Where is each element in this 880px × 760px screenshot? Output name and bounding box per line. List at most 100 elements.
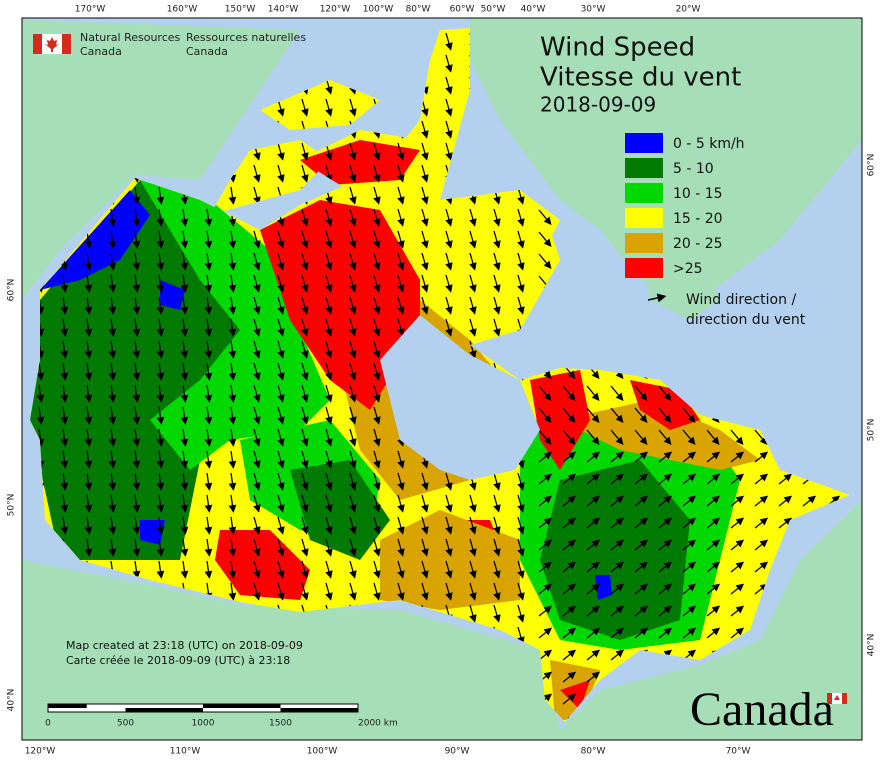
wind-arrow: [277, 230, 285, 249]
wind-arrow: [277, 406, 285, 425]
wind-arrow: [84, 450, 93, 469]
wind-arrow: [253, 164, 261, 183]
wind-arrow: [373, 582, 381, 601]
wind-arrow: [634, 561, 649, 573]
wind-arrow: [634, 385, 648, 401]
wind-arrow: [301, 450, 309, 469]
wind-arrow: [156, 494, 165, 513]
wind-arrow: [60, 428, 69, 447]
wind-arrow: [562, 627, 577, 639]
wind-arrow: [108, 516, 117, 535]
wind-arrow: [277, 582, 285, 601]
wind-arrow: [277, 560, 285, 579]
wind-arrow: [421, 164, 429, 183]
wind-arrow: [180, 406, 189, 425]
wind-arrow: [373, 406, 381, 425]
wind-arrow: [277, 340, 285, 359]
legend-label: 20 - 25: [673, 236, 723, 252]
wind-arrow: [228, 406, 237, 425]
wind-arrow: [349, 428, 357, 447]
wind-arrow: [301, 362, 309, 381]
wind-arrow: [517, 604, 525, 623]
wind-arrow: [204, 384, 213, 403]
wind-arrow: [469, 208, 477, 227]
wind-arrow: [301, 230, 309, 249]
wind-arrow: [108, 230, 117, 249]
wind-arrow: [132, 208, 141, 227]
wind-arrow: [634, 583, 649, 595]
wind-arrow: [373, 340, 381, 359]
wind-arrow: [84, 340, 93, 359]
wind-arrow: [84, 538, 93, 557]
wind-arrow: [658, 539, 673, 551]
wind-arrow: [132, 362, 141, 381]
wind-arrow: [325, 450, 333, 469]
wind-arrow: [228, 384, 237, 403]
wind-arrow: [228, 582, 237, 601]
footnote: Map created at 23:18 (UTC) on 2018-09-09: [66, 639, 303, 652]
wind-arrow: [778, 517, 793, 529]
wind-arrow: [373, 252, 381, 271]
wind-arrow: [156, 362, 165, 381]
wind-arrow: [445, 582, 453, 601]
wind-arrow: [469, 604, 477, 623]
wind-arrow: [538, 429, 552, 445]
wind-arrow: [469, 538, 477, 557]
wind-arrow: [349, 516, 357, 535]
hudson-bay: [380, 315, 540, 480]
wind-arrow: [253, 494, 261, 513]
wind-arrow: [325, 208, 333, 227]
wind-arrow: [682, 539, 697, 551]
wind-arrow: [228, 494, 237, 513]
wind-arrow: [445, 230, 453, 249]
wind-arrow: [108, 538, 117, 557]
wind-arrow: [349, 318, 357, 337]
wind-arrow: [253, 186, 261, 205]
wind-arrow: [204, 362, 213, 381]
wind-arrow: [373, 428, 381, 447]
wind-arrow: [586, 385, 600, 401]
wind-arrow: [180, 494, 189, 513]
wind-arrow: [349, 230, 357, 249]
wind-arrow: [228, 428, 237, 447]
wind-arrow: [132, 318, 141, 337]
wind-zone: [630, 380, 700, 430]
legend-label: >25: [673, 261, 703, 277]
wind-arrow: [228, 186, 237, 205]
wind-arrow: [301, 296, 309, 315]
wind-arrow: [658, 605, 673, 617]
wind-arrow: [397, 252, 405, 271]
wind-arrow: [682, 473, 697, 485]
scale-label: 2000 km: [358, 719, 398, 729]
wind-arrow: [493, 472, 501, 491]
wind-arrow: [610, 649, 625, 661]
wind-arrow: [301, 98, 309, 117]
wind-arrow: [706, 517, 721, 529]
wind-arrow: [421, 230, 429, 249]
wind-arrow: [517, 516, 525, 535]
wind-arrow: [634, 627, 649, 639]
wind-arrow: [36, 362, 45, 381]
wind-arrow: [397, 516, 405, 535]
wind-arrow: [469, 230, 477, 249]
wind-arrow: [586, 583, 601, 595]
legend-swatch: [625, 158, 663, 178]
wind-arrow: [349, 538, 357, 557]
wind-arrow: [586, 407, 600, 423]
wind-arrow: [610, 517, 625, 529]
wind-arrow: [108, 252, 117, 271]
wind-arrow: [301, 494, 309, 513]
wind-arrow: [706, 627, 721, 639]
wind-arrow: [132, 538, 141, 557]
wind-arrow: [397, 142, 405, 161]
wind-arrow: [562, 407, 576, 423]
wind-arrow: [706, 539, 721, 551]
wind-arrow: [754, 561, 769, 573]
graticule-label: 40°W: [521, 5, 546, 15]
wind-arrow: [349, 560, 357, 579]
wind-arrow: [634, 429, 648, 445]
wind-arrow: [180, 230, 189, 249]
wordmark: Canada: [690, 683, 834, 736]
wind-arrow: [132, 428, 141, 447]
wind-arrow: [730, 451, 745, 463]
